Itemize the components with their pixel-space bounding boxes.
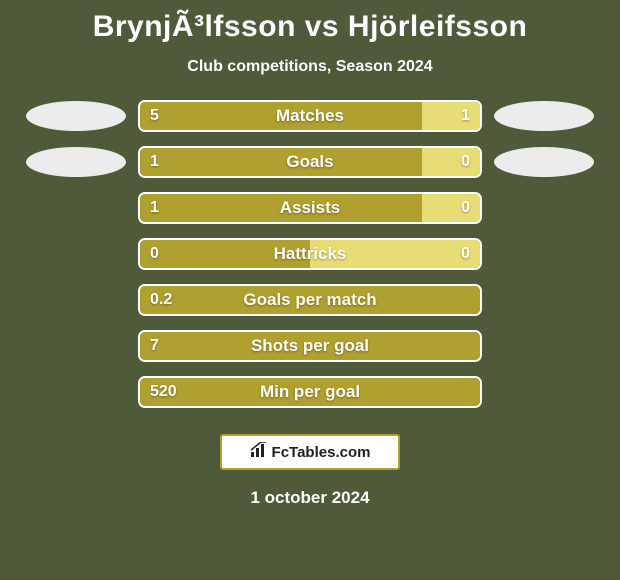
stat-value-left: 1 (150, 199, 159, 217)
stat-value-right: 1 (461, 107, 470, 125)
stat-bar: 10Goals (138, 146, 482, 178)
date-text: 1 october 2024 (8, 488, 612, 508)
stat-row: 0.2Goals per match (8, 284, 612, 316)
stat-value-left: 1 (150, 153, 159, 171)
stat-value-right: 0 (461, 199, 470, 217)
stat-row: 00Hattricks (8, 238, 612, 270)
avatar-left (26, 101, 126, 131)
bar-segment-left (140, 194, 422, 222)
stat-row: 7Shots per goal (8, 330, 612, 362)
bar-segment-left (140, 378, 480, 406)
bar-segment-left (140, 332, 480, 360)
stat-bar: 0.2Goals per match (138, 284, 482, 316)
bar-segment-left (140, 286, 480, 314)
subtitle: Club competitions, Season 2024 (8, 58, 612, 76)
chart-icon (250, 442, 268, 462)
stat-bar: 7Shots per goal (138, 330, 482, 362)
stat-value-right: 0 (461, 153, 470, 171)
stat-value-left: 0.2 (150, 291, 172, 309)
avatar-right (494, 147, 594, 177)
stat-value-left: 0 (150, 245, 159, 263)
bar-segment-right (310, 240, 480, 268)
stat-row: 520Min per goal (8, 376, 612, 408)
bar-segment-right (422, 102, 480, 130)
stat-bar: 51Matches (138, 100, 482, 132)
stat-rows: 51Matches10Goals10Assists00Hattricks0.2G… (8, 100, 612, 408)
stat-row: 51Matches (8, 100, 612, 132)
stat-bar: 520Min per goal (138, 376, 482, 408)
bar-segment-left (140, 240, 310, 268)
bar-segment-left (140, 148, 422, 176)
stat-value-left: 7 (150, 337, 159, 355)
logo-text: FcTables.com (272, 444, 371, 461)
page-title: BrynjÃ³lfsson vs Hjörleifsson (8, 10, 612, 44)
bar-segment-right (422, 194, 480, 222)
stat-row: 10Goals (8, 146, 612, 178)
stat-row: 10Assists (8, 192, 612, 224)
bar-segment-left (140, 102, 422, 130)
comparison-card: BrynjÃ³lfsson vs Hjörleifsson Club compe… (0, 0, 620, 580)
stat-value-left: 5 (150, 107, 159, 125)
stat-value-right: 0 (461, 245, 470, 263)
avatar-left (26, 147, 126, 177)
stat-bar: 10Assists (138, 192, 482, 224)
bar-segment-right (422, 148, 480, 176)
logo-box: FcTables.com (220, 434, 400, 470)
stat-value-left: 520 (150, 383, 177, 401)
avatar-right (494, 101, 594, 131)
stat-bar: 00Hattricks (138, 238, 482, 270)
